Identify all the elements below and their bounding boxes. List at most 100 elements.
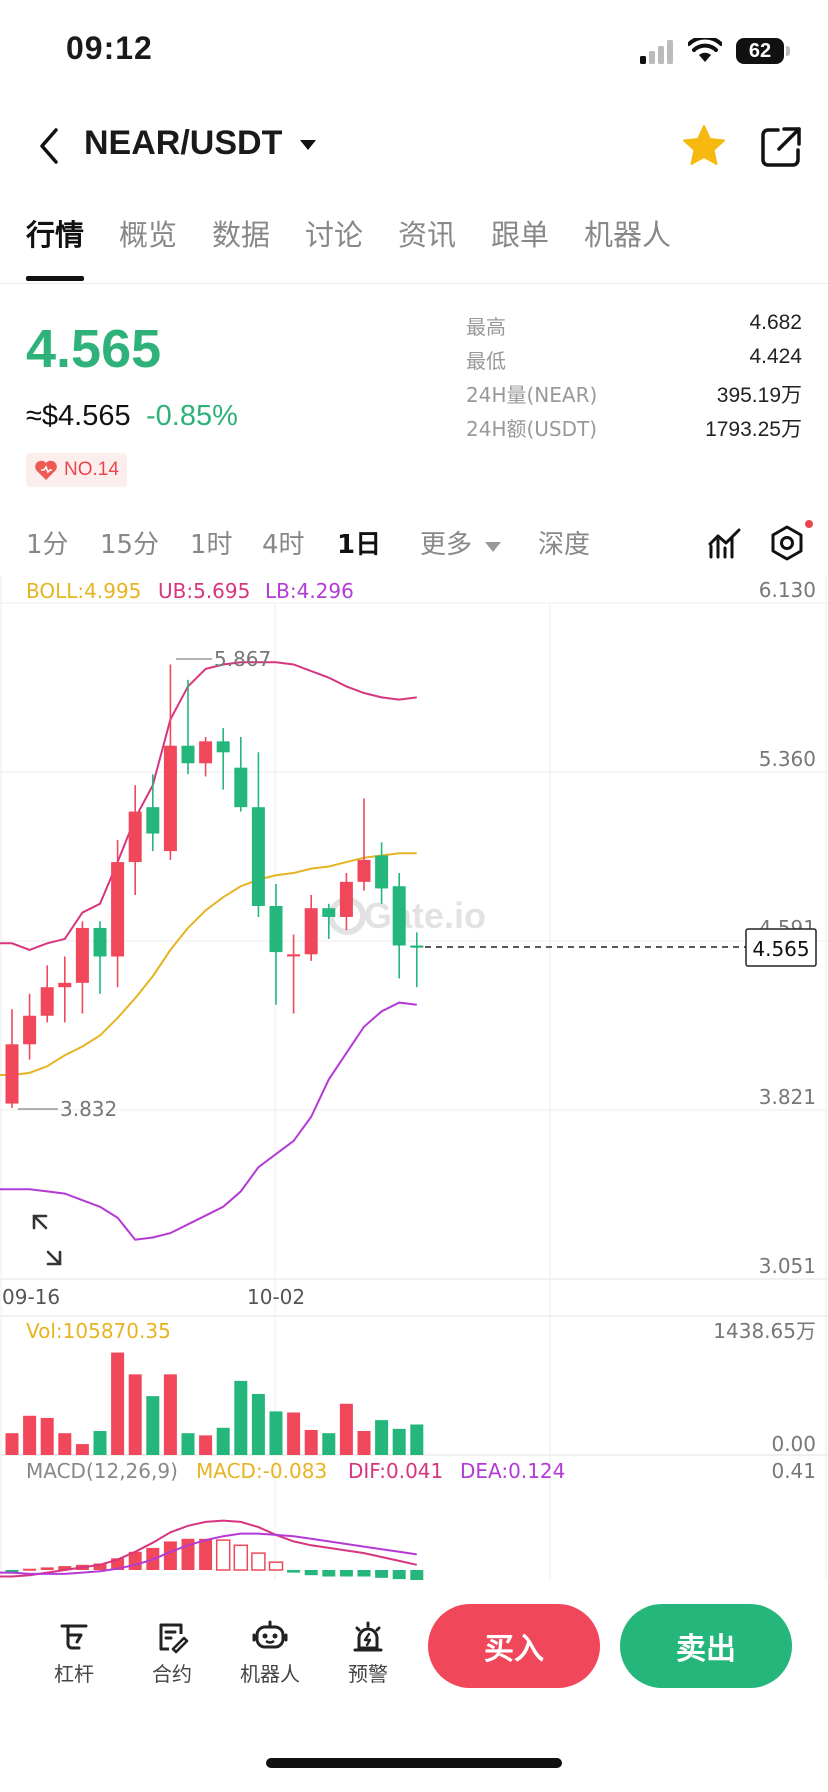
lever-label: 杠杆 — [54, 1662, 94, 1686]
candle — [392, 873, 406, 979]
settings-icon[interactable] — [768, 524, 806, 562]
volume-bar — [58, 1433, 72, 1455]
macd-bar — [58, 1566, 72, 1570]
interval-1h[interactable]: 1时 — [190, 530, 233, 560]
price-tick-4: 3.051 — [759, 1254, 816, 1278]
candle — [163, 664, 177, 860]
candle — [146, 774, 160, 852]
tab-data[interactable]: 数据 — [212, 218, 271, 252]
stat-turnover-label: 24H额(USDT) — [466, 417, 598, 441]
tab-discussion[interactable]: 讨论 — [305, 218, 364, 252]
volume-bar — [163, 1374, 177, 1455]
macd-bar — [233, 1544, 249, 1571]
sell-button[interactable]: 卖出 — [620, 1604, 792, 1688]
interval-more[interactable]: 更多 — [420, 524, 502, 561]
macd-bar — [93, 1563, 107, 1570]
indicator-icon[interactable] — [708, 526, 742, 560]
pair-title[interactable]: NEAR/USDT — [84, 124, 283, 162]
tab-copy-trade[interactable]: 跟单 — [491, 218, 550, 252]
volume-bar — [40, 1417, 54, 1455]
candle — [93, 921, 107, 994]
market-tabs: 行情 概览 数据 讨论 资讯 跟单 机器人 — [0, 212, 828, 282]
candle — [269, 884, 283, 1005]
macd-bar — [357, 1570, 371, 1577]
tab-market[interactable]: 行情 — [26, 218, 85, 252]
boll-upper-line — [0, 661, 417, 951]
low-marker-label: 3.832 — [60, 1097, 117, 1121]
macd-bar — [375, 1570, 389, 1578]
tabs-divider — [0, 283, 828, 284]
expand-icon[interactable] — [32, 1214, 62, 1266]
candle — [304, 895, 318, 961]
macd-bar — [163, 1541, 177, 1570]
home-indicator — [266, 1758, 562, 1768]
volume-bar — [287, 1412, 301, 1455]
stat-volume-label: 24H量(NEAR) — [466, 383, 598, 407]
volume-bar — [216, 1427, 230, 1455]
back-icon[interactable] — [34, 126, 64, 166]
macd-dif-line — [0, 1519, 418, 1578]
usd-price: ≈$4.565 — [26, 400, 131, 432]
tab-news[interactable]: 资讯 — [398, 218, 457, 252]
macd-bar — [392, 1570, 406, 1580]
macd-value-legend: MACD:-0.083 — [196, 1459, 327, 1483]
volume-bar — [5, 1433, 19, 1455]
tab-robot[interactable]: 机器人 — [584, 218, 672, 252]
interval-4h[interactable]: 4时 — [262, 530, 305, 560]
volume-bar — [269, 1411, 283, 1455]
buy-button[interactable]: 买入 — [428, 1604, 600, 1688]
watermark: Gate.io — [328, 895, 486, 936]
macd-dif-legend: DIF:0.041 — [348, 1459, 443, 1483]
candle — [251, 752, 265, 917]
alert-icon — [353, 1621, 383, 1652]
candle — [375, 842, 389, 904]
price-tick-1: 5.360 — [759, 747, 816, 771]
macd-bar — [304, 1570, 318, 1576]
volume-bar — [111, 1352, 125, 1455]
stat-low-label: 最低 — [466, 349, 506, 373]
volume-bar — [410, 1424, 424, 1455]
cellular-signal-icon — [640, 40, 673, 64]
volume-axis-bottom: 0.00 — [771, 1432, 816, 1456]
current-price-box — [745, 928, 817, 967]
wifi-icon — [688, 38, 722, 62]
volume-legend: Vol:105870.35 — [26, 1319, 171, 1343]
robot-tool[interactable]: 机器人 — [230, 1620, 310, 1687]
interval-1m[interactable]: 1分 — [26, 530, 69, 560]
macd-bar — [40, 1567, 54, 1570]
volume-bar — [304, 1429, 318, 1455]
alert-tool[interactable]: 预警 — [328, 1620, 408, 1687]
contract-tool[interactable]: 合约 — [132, 1620, 212, 1687]
candle — [234, 736, 248, 812]
share-icon[interactable] — [758, 124, 804, 170]
date-tick-0: 09-16 — [2, 1285, 60, 1309]
volume-axis-top: 1438.65万 — [713, 1319, 816, 1343]
volume-bar — [392, 1428, 406, 1455]
volume-bar — [146, 1396, 160, 1455]
candle — [216, 728, 230, 790]
macd-bar — [322, 1570, 336, 1577]
candle — [199, 736, 213, 777]
interval-1d[interactable]: 1日 — [337, 530, 382, 560]
candle — [5, 1009, 19, 1108]
interval-depth[interactable]: 深度 — [538, 530, 591, 560]
rank-badge[interactable]: NO.14 — [26, 453, 127, 487]
robot-label: 机器人 — [240, 1662, 300, 1686]
lever-tool[interactable]: 杠杆 — [34, 1620, 114, 1687]
caret-down-icon[interactable] — [298, 138, 318, 152]
macd-bar — [23, 1568, 37, 1571]
star-icon[interactable] — [680, 122, 728, 170]
interval-15m[interactable]: 15分 — [100, 530, 160, 560]
volume-bar — [357, 1431, 371, 1455]
robot-icon — [252, 1620, 288, 1649]
volume-bar — [375, 1420, 389, 1455]
tab-overview[interactable]: 概览 — [119, 218, 178, 252]
macd-bar — [111, 1558, 125, 1570]
stat-high-label: 最高 — [466, 315, 506, 339]
candle — [357, 798, 371, 891]
macd-bar — [287, 1570, 301, 1573]
macd-dea-line — [0, 1532, 417, 1575]
caret-down-icon — [485, 542, 502, 552]
stat-high-value: 4.682 — [749, 311, 802, 334]
candlestick-chart[interactable]: Gate.io BOLL:4.995 UB:5.695 LB:4.296 6.1… — [0, 576, 828, 1580]
